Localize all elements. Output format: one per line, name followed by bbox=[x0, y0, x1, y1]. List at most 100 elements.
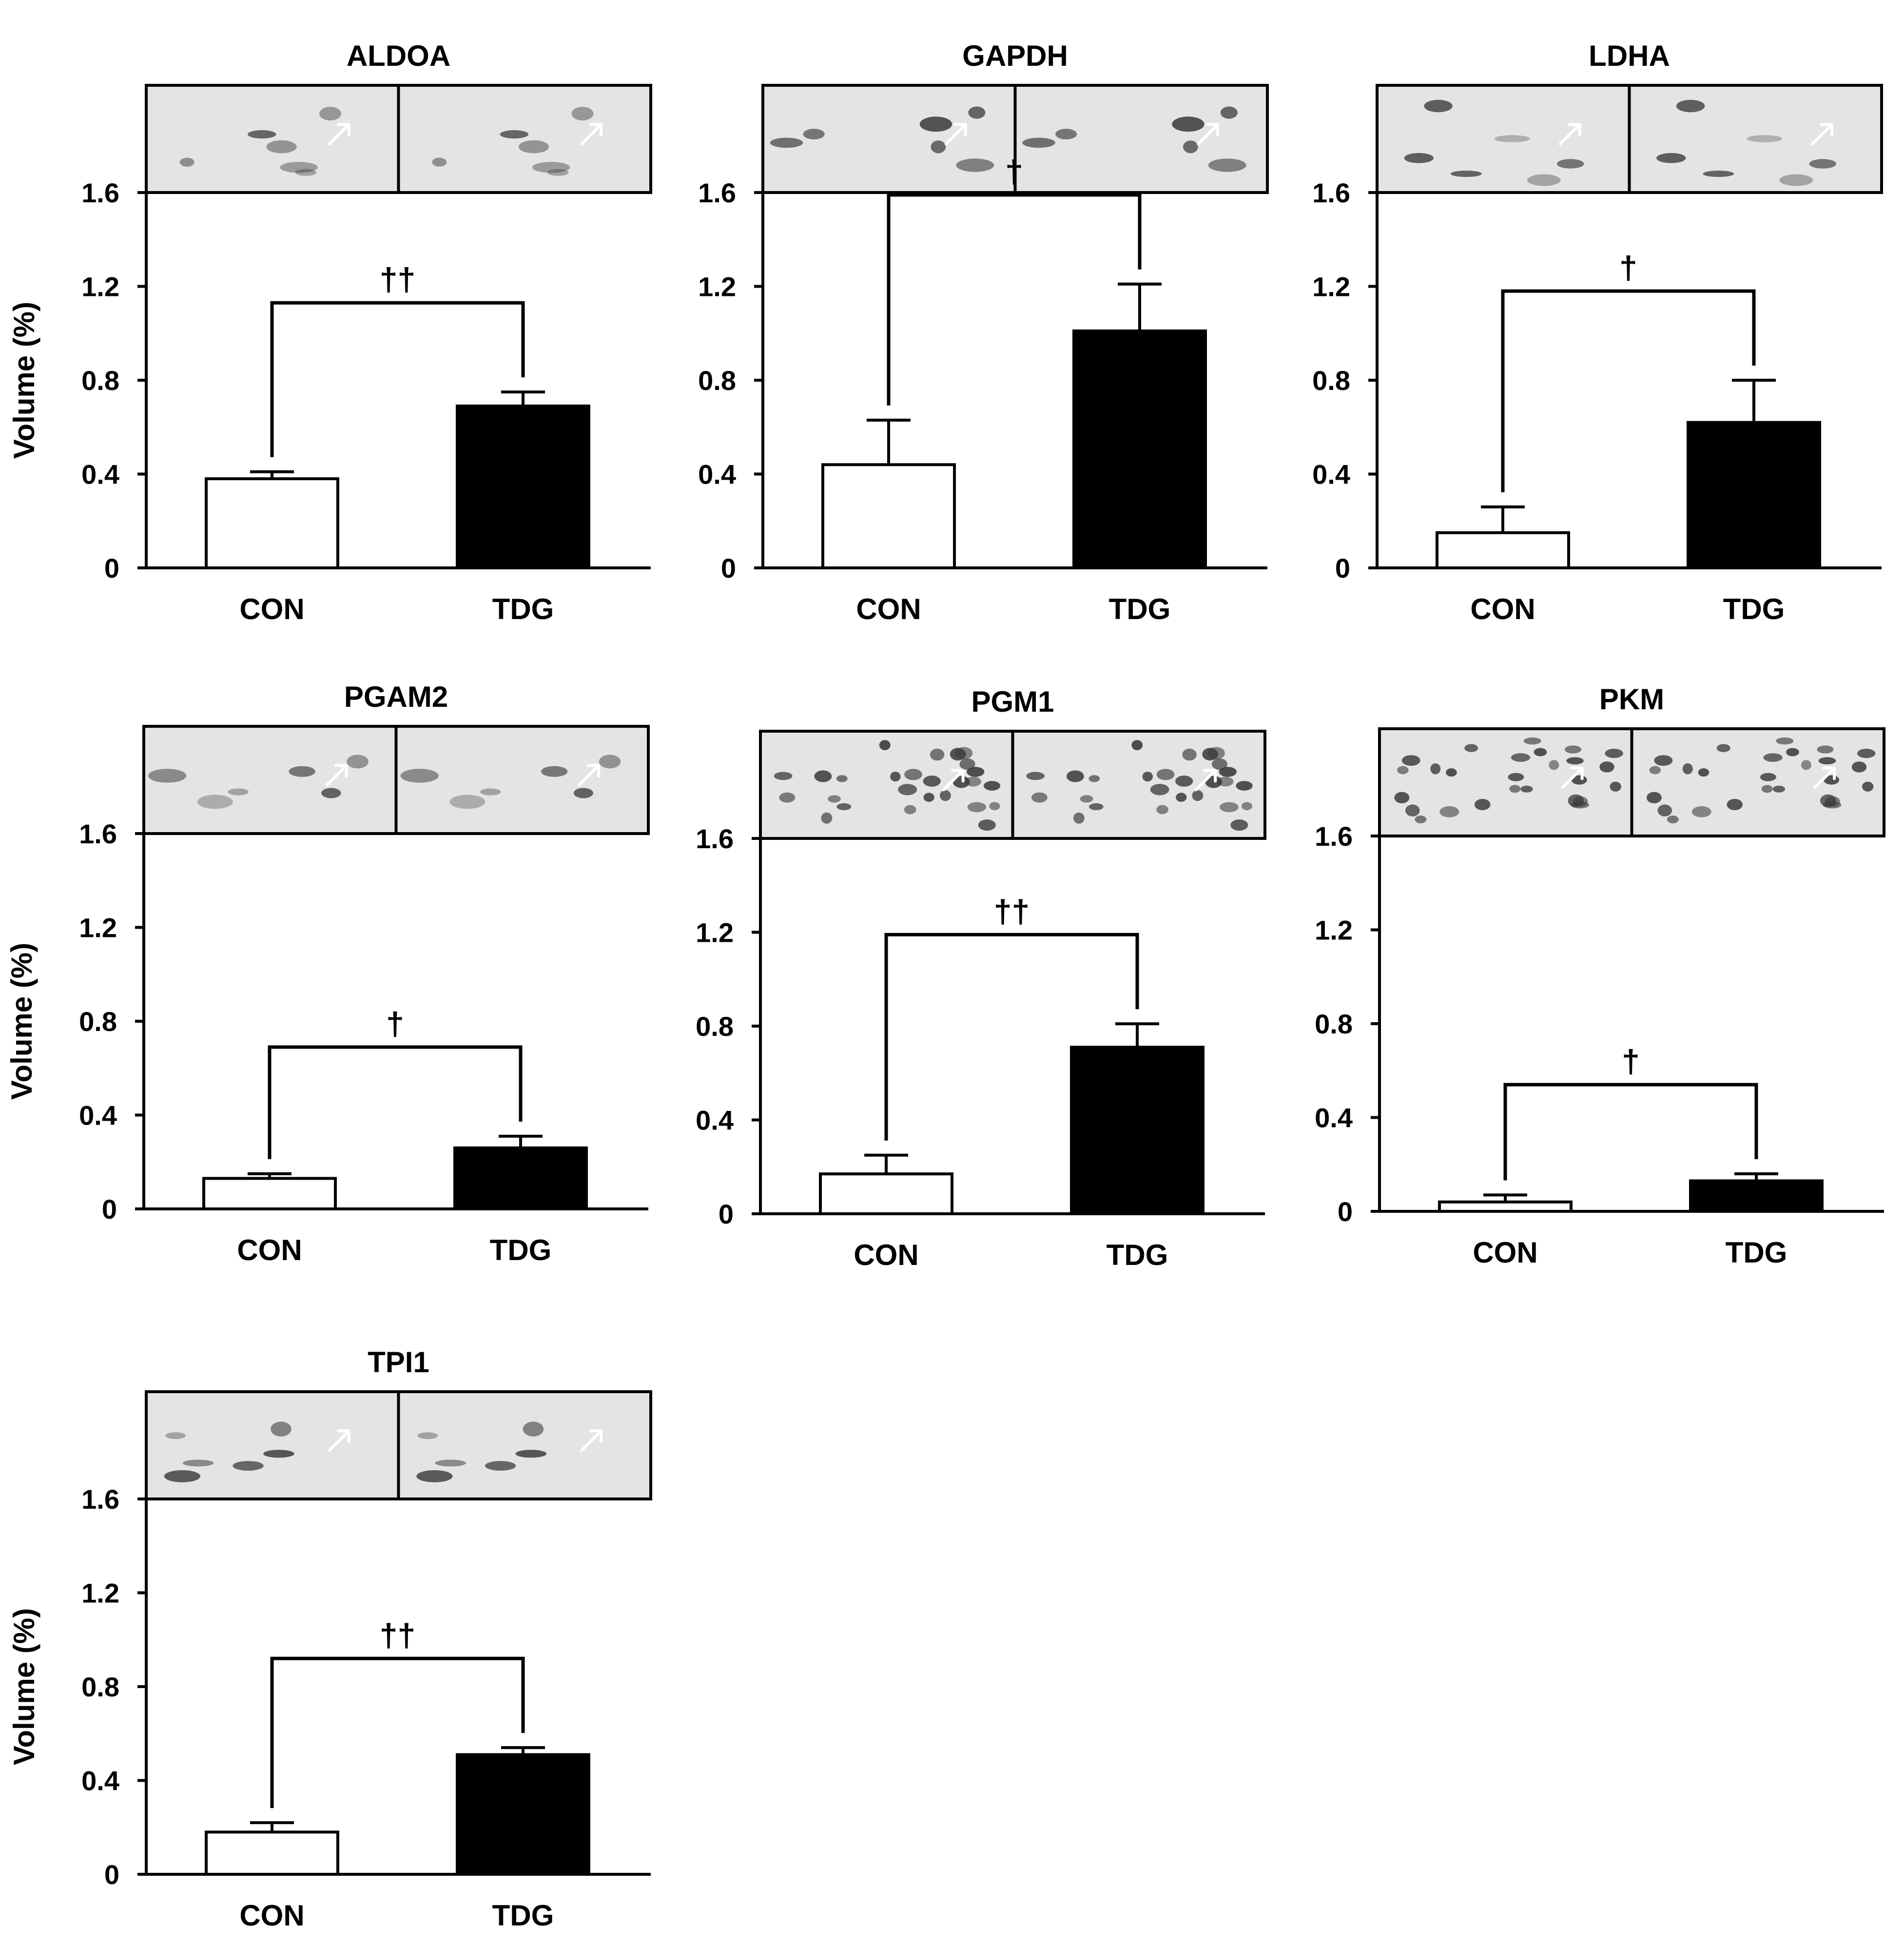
gel-arrow-tdg-icon bbox=[1811, 123, 1834, 146]
gel-spot-tdg bbox=[1067, 770, 1084, 782]
gel-spot-con bbox=[821, 812, 833, 824]
gel-spot-tdg bbox=[1786, 748, 1799, 757]
significance-bracket bbox=[887, 193, 1142, 406]
gel-spot-tdg bbox=[416, 1470, 453, 1482]
bar-tdg bbox=[1072, 329, 1207, 569]
gel-spot-tdg bbox=[1088, 803, 1104, 811]
gel-spot-con bbox=[321, 788, 341, 798]
gel-spot-tdg bbox=[1760, 773, 1776, 781]
y-tick-label: 0 bbox=[1335, 553, 1350, 583]
chart-title: LDHA bbox=[1589, 39, 1670, 72]
gel-spot-con bbox=[1446, 768, 1457, 777]
gel-spot-con bbox=[939, 790, 951, 801]
gel-spot-tdg bbox=[1772, 785, 1786, 793]
chart-title: ALDOA bbox=[347, 39, 450, 72]
gel-arrow-con-icon bbox=[1558, 123, 1581, 146]
bar-con bbox=[819, 1172, 953, 1215]
gel-spot-tdg bbox=[1703, 170, 1734, 177]
x-tick-label: CON bbox=[1473, 1236, 1537, 1269]
gel-spot-tdg bbox=[435, 1459, 466, 1467]
gel-spot-con bbox=[952, 776, 970, 788]
gel-spot-tdg bbox=[480, 788, 501, 796]
gel-spot-tdg bbox=[400, 769, 439, 783]
gel-spot-con bbox=[774, 772, 793, 780]
gel-spot-con bbox=[1404, 153, 1434, 163]
bar-tdg bbox=[453, 1146, 588, 1210]
x-tick-label: TDG bbox=[490, 1234, 552, 1266]
gel-spot-con bbox=[295, 169, 317, 176]
y-tick-label: 1.6 bbox=[81, 1484, 119, 1515]
significance-marker: † bbox=[1619, 250, 1637, 286]
gel-spot-con bbox=[814, 770, 832, 782]
gel-spot-con bbox=[266, 140, 297, 154]
gel-spot-con bbox=[1508, 773, 1524, 781]
gel-spot-tdg bbox=[1055, 129, 1077, 140]
x-tick-label: CON bbox=[856, 593, 921, 625]
y-axis-label: Volume (%) bbox=[8, 302, 40, 459]
x-tick-label: CON bbox=[239, 593, 304, 625]
gel-spot-tdg bbox=[1667, 816, 1679, 824]
gel-spot-con bbox=[779, 792, 796, 803]
gel-spot-con bbox=[228, 788, 249, 796]
y-tick-label: 0.4 bbox=[81, 459, 119, 490]
gel-spot-tdg bbox=[1219, 767, 1237, 777]
gel-spot-tdg bbox=[1073, 812, 1085, 824]
gel-spot-con bbox=[248, 130, 276, 139]
gel-spot-con bbox=[1415, 816, 1427, 824]
gel-spot-con bbox=[1509, 785, 1521, 793]
gel-spot-tdg bbox=[1682, 763, 1693, 775]
y-tick-label: 1.6 bbox=[1315, 821, 1353, 852]
gel-spot-con bbox=[919, 117, 952, 132]
y-tick-label: 0.4 bbox=[1312, 459, 1350, 490]
gel-spot-tdg bbox=[541, 766, 568, 777]
gel-spot-con bbox=[1511, 753, 1531, 762]
significance-marker: † bbox=[386, 1006, 404, 1042]
gel-spot-tdg bbox=[1676, 99, 1705, 113]
gel-spot-con bbox=[347, 755, 369, 769]
bar-con bbox=[1436, 531, 1570, 569]
x-tick-label: TDG bbox=[1109, 593, 1171, 625]
y-tick-label: 1.2 bbox=[698, 272, 736, 302]
gel-arrow-con-icon bbox=[942, 769, 965, 792]
gel-spot-con bbox=[967, 802, 987, 813]
gel-spot-con bbox=[1430, 763, 1441, 775]
gel-spot-con bbox=[1451, 170, 1482, 177]
gel-spot-con bbox=[164, 1470, 201, 1482]
gel-spot-tdg bbox=[1857, 749, 1876, 758]
gel-spot-tdg bbox=[1779, 174, 1813, 186]
gel-spot-tdg bbox=[1176, 793, 1187, 802]
gel-spot-tdg bbox=[485, 1461, 516, 1471]
significance-marker: †† bbox=[994, 893, 1030, 929]
bar-con bbox=[821, 463, 956, 569]
significance-marker: † bbox=[1622, 1043, 1640, 1079]
gel-spot-tdg bbox=[1656, 153, 1686, 163]
gel-spot-con bbox=[770, 137, 803, 148]
bar-con bbox=[205, 1830, 339, 1876]
gel-spot-con bbox=[1534, 748, 1547, 757]
y-tick-label: 0.8 bbox=[698, 365, 736, 396]
gel-spot-con bbox=[1494, 135, 1530, 142]
gel-spot-con bbox=[148, 769, 187, 783]
gel-spot-tdg bbox=[1142, 771, 1153, 782]
gel-spot-tdg bbox=[1727, 798, 1743, 811]
x-tick-label: TDG bbox=[1107, 1239, 1168, 1271]
bar-tdg bbox=[1070, 1046, 1205, 1215]
significance-bracket bbox=[270, 301, 525, 457]
gel-spot-con bbox=[1564, 745, 1582, 754]
gel-spot-con bbox=[904, 805, 916, 815]
x-tick-label: CON bbox=[1470, 593, 1535, 625]
gel-spot-con bbox=[1610, 781, 1621, 792]
y-tick-label: 0.8 bbox=[1315, 1009, 1353, 1039]
gel-spot-tdg bbox=[1192, 790, 1204, 801]
gel-spot-tdg bbox=[1236, 781, 1253, 791]
gel-spot-tdg bbox=[1156, 805, 1168, 815]
gel-spot-con bbox=[923, 776, 941, 787]
gel-spot-con bbox=[1568, 794, 1584, 807]
gel-spot-tdg bbox=[449, 795, 486, 809]
y-tick-label: 0.4 bbox=[81, 1766, 119, 1796]
gel-spot-con bbox=[182, 1459, 214, 1467]
gel-spot-con bbox=[836, 775, 848, 782]
gel-spot-con bbox=[1557, 159, 1584, 169]
gel-spot-con bbox=[879, 740, 891, 750]
gel-spot-con bbox=[1566, 757, 1584, 765]
